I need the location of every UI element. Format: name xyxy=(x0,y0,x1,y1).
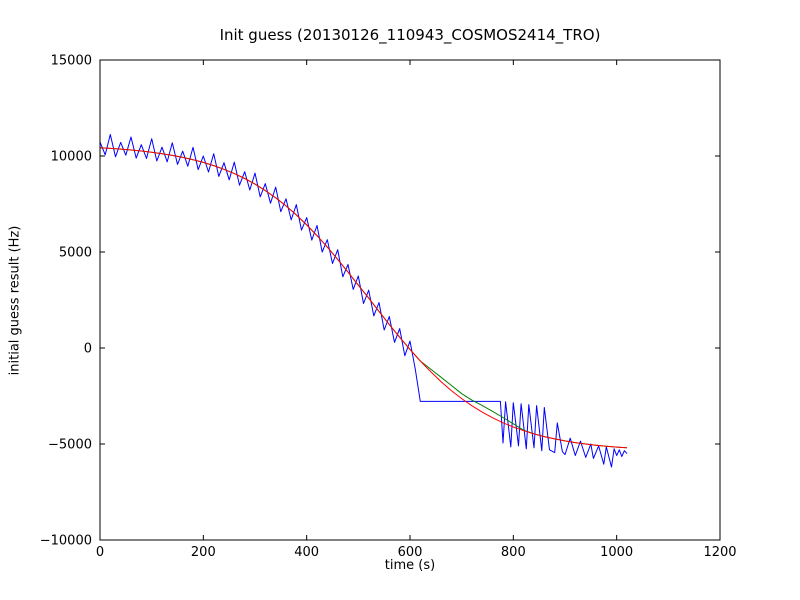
x-tick-label: 0 xyxy=(96,545,104,560)
y-tick-label: 5000 xyxy=(59,246,92,261)
y-tick-label: 10000 xyxy=(51,150,92,165)
x-tick-label: 1000 xyxy=(600,545,633,560)
y-tick-label: 15000 xyxy=(51,54,92,69)
x-axis-label: time (s) xyxy=(384,558,436,573)
plot-frame xyxy=(99,59,721,541)
x-tick-label: 1200 xyxy=(703,545,736,560)
x-tick-label: 600 xyxy=(398,545,423,560)
y-tick-label: −5000 xyxy=(48,438,92,453)
chart-title: Init guess (20130126_110943_COSMOS2414_T… xyxy=(219,26,601,44)
x-tick-label: 200 xyxy=(191,545,216,560)
y-tick-label: −10000 xyxy=(40,534,92,549)
series-measured-data xyxy=(99,134,628,468)
series-fit-green xyxy=(99,147,628,449)
x-tick-label: 800 xyxy=(501,545,526,560)
x-tick-label: 400 xyxy=(294,545,319,560)
series-fit-red xyxy=(99,147,628,449)
y-axis-label: initial guess result (Hz) xyxy=(7,225,23,375)
y-axis-label-container: initial guess result (Hz) xyxy=(0,60,30,540)
y-tick-label: 0 xyxy=(84,342,92,357)
